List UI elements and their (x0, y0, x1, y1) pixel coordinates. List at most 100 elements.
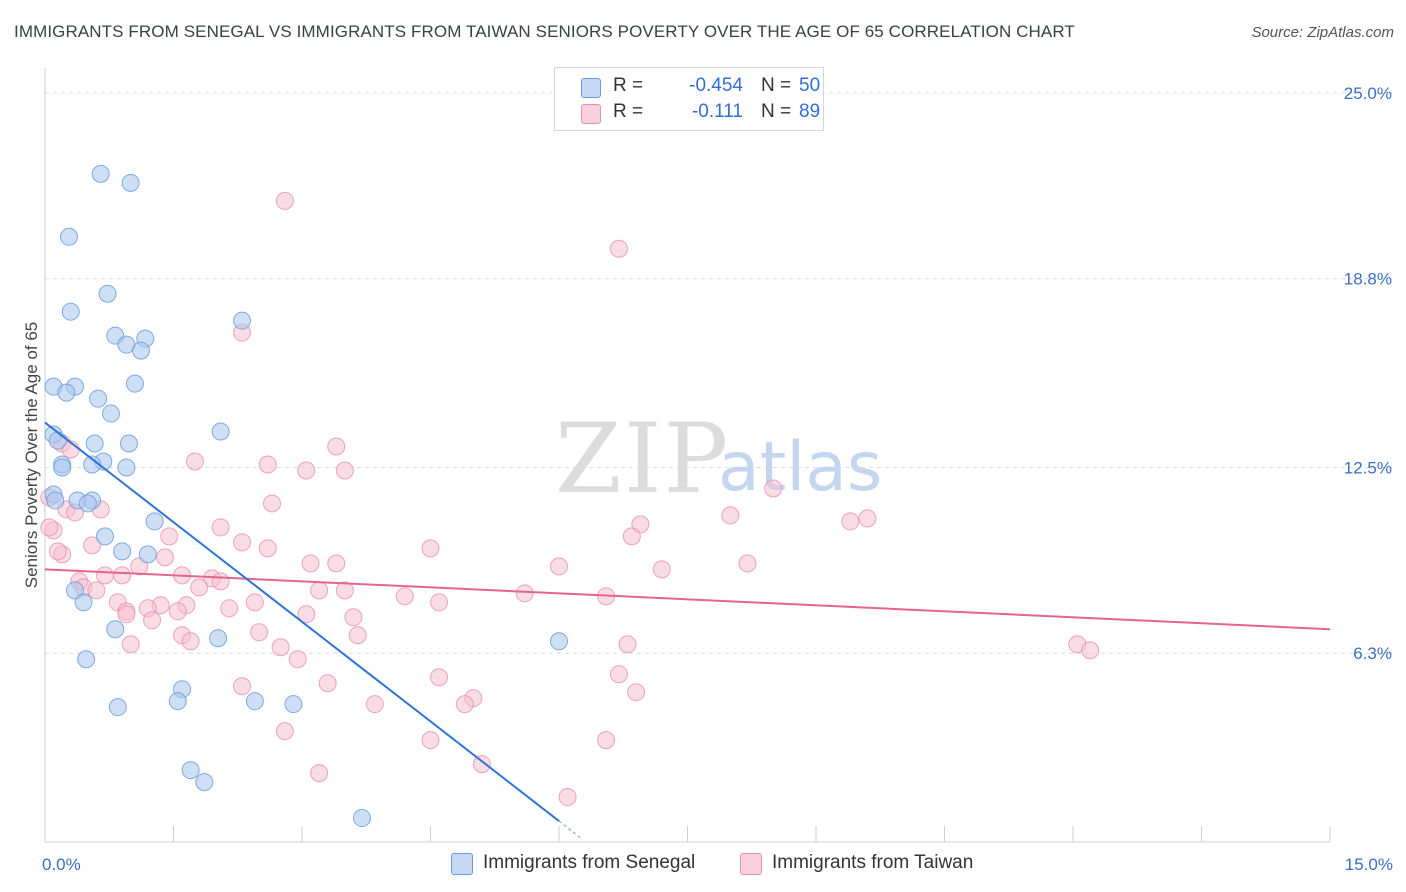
taiwan-point (310, 581, 329, 600)
taiwan-point (263, 494, 282, 513)
senegal-r-value: -0.454 (689, 75, 743, 96)
taiwan-point (738, 554, 757, 573)
senegal-point (209, 629, 228, 648)
senegal-points (44, 164, 568, 828)
taiwan-point (271, 638, 290, 657)
senegal-point (119, 434, 138, 453)
taiwan-legend-swatch (740, 853, 762, 875)
taiwan-point (430, 593, 449, 612)
senegal-legend-label: Immigrants from Senegal (483, 852, 696, 873)
y-tick-label: 12.5% (1344, 458, 1392, 477)
senegal-point (48, 431, 67, 450)
senegal-point (98, 284, 117, 303)
taiwan-point (185, 452, 204, 471)
taiwan-point (301, 554, 320, 573)
taiwan-point (472, 755, 491, 774)
axes (44, 68, 1331, 843)
senegal-point (121, 173, 140, 192)
taiwan-point (87, 581, 106, 600)
senegal-point (117, 458, 136, 477)
taiwan-point (181, 632, 200, 651)
senegal-n-label: N = (761, 75, 792, 96)
taiwan-point (310, 764, 329, 783)
taiwan-point (335, 581, 354, 600)
senegal-point (61, 302, 80, 321)
senegal-n-value: 50 (799, 75, 821, 96)
senegal-point (91, 164, 110, 183)
chart-title: IMMIGRANTS FROM SENEGAL VS IMMIGRANTS FR… (14, 22, 1075, 41)
taiwan-point (558, 788, 577, 807)
y-tick-label: 18.8% (1344, 270, 1392, 289)
taiwan-r-value: -0.111 (691, 101, 743, 122)
senegal-point (550, 632, 568, 651)
senegal-point (245, 692, 264, 711)
taiwan-trend-line (44, 568, 1331, 631)
x-tick-label-min: 0.0% (42, 855, 81, 874)
senegal-point (352, 809, 371, 828)
taiwan-point (421, 731, 440, 750)
senegal-point (195, 773, 214, 792)
senegal-point (211, 422, 230, 441)
senegal-point (125, 374, 144, 393)
taiwan-swatch (581, 104, 601, 124)
taiwan-n-label: N = (761, 101, 792, 122)
taiwan-point (288, 650, 307, 669)
taiwan-point (618, 635, 637, 654)
taiwan-point (190, 578, 209, 597)
taiwan-point (95, 566, 114, 585)
taiwan-point (83, 536, 102, 555)
taiwan-point (764, 479, 783, 498)
taiwan-point (168, 602, 187, 621)
y-tick-label: 6.3% (1353, 644, 1392, 663)
senegal-point (46, 491, 65, 510)
watermark: ZIP atlas (555, 403, 882, 515)
senegal-point (284, 695, 303, 714)
taiwan-point (327, 554, 346, 573)
x-tick-label-max: 15.0% (1345, 855, 1393, 874)
taiwan-point (609, 665, 628, 684)
taiwan-point (1081, 641, 1100, 660)
taiwan-point (233, 677, 252, 696)
senegal-point (101, 404, 120, 423)
taiwan-point (297, 461, 316, 480)
taiwan-point (455, 695, 474, 714)
senegal-point (85, 434, 104, 453)
senegal-trend-extension (558, 820, 581, 839)
senegal-point (168, 692, 187, 711)
watermark-zip: ZIP (555, 403, 730, 515)
senegal-point (106, 620, 125, 639)
senegal-point (74, 593, 93, 612)
tick-labels: 6.3% 12.5% 18.8% 25.0% 0.0% 15.0% (42, 84, 1393, 874)
taiwan-point (597, 731, 616, 750)
taiwan-point (160, 527, 179, 546)
senegal-trend-line (44, 421, 560, 822)
senegal-swatch (581, 78, 601, 98)
taiwan-point (245, 593, 264, 612)
taiwan-point (515, 584, 534, 603)
taiwan-point (365, 695, 384, 714)
senegal-point (108, 698, 127, 717)
taiwan-point (395, 587, 414, 606)
gridlines (45, 92, 1392, 654)
taiwan-point (143, 611, 162, 630)
senegal-point (78, 494, 97, 513)
taiwan-r-label: R = (613, 101, 644, 122)
y-axis-label: Seniors Poverty Over the Age of 65 (22, 322, 41, 588)
senegal-point (77, 650, 96, 669)
taiwan-point (721, 506, 740, 525)
senegal-point (95, 527, 114, 546)
senegal-legend-swatch (451, 853, 473, 875)
taiwan-point (627, 683, 646, 702)
taiwan-point (348, 626, 367, 645)
taiwan-point (609, 239, 628, 258)
taiwan-point (117, 605, 136, 624)
senegal-point (113, 542, 132, 561)
senegal-point (59, 227, 78, 246)
taiwan-point (250, 623, 269, 642)
taiwan-point (155, 548, 174, 567)
taiwan-point (841, 512, 860, 531)
taiwan-point (40, 518, 59, 537)
taiwan-point (258, 455, 277, 474)
taiwan-point (113, 566, 132, 585)
watermark-atlas: atlas (718, 428, 882, 507)
